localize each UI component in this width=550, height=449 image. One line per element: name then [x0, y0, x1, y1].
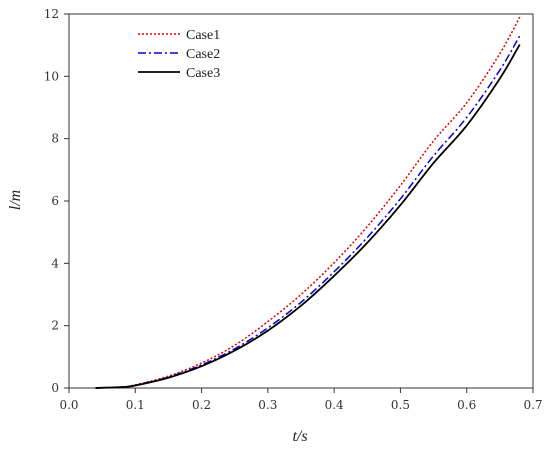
plot-area — [68, 13, 534, 389]
x-tick-label: 0.2 — [192, 398, 211, 412]
y-axis-title: l/m — [7, 190, 24, 210]
x-tick-label: 0.6 — [457, 398, 476, 412]
x-tick-label: 0.0 — [59, 398, 78, 412]
x-axis-title: t/s — [292, 428, 307, 445]
series-layer — [95, 16, 521, 389]
x-tick-label: 0.1 — [126, 398, 145, 412]
x-tick-label: 0.4 — [325, 398, 344, 412]
legend: Case1 Case2 Case3 — [138, 28, 220, 81]
y-tick-label: 0 — [51, 381, 59, 395]
x-tick-label: 0.3 — [258, 398, 277, 412]
y-tick-label: 2 — [51, 319, 59, 333]
legend-label-case2: Case2 — [186, 47, 220, 62]
y-tick-label: 8 — [51, 132, 59, 146]
x-axis: 0.0 0.1 0.2 0.3 0.4 0.5 0.6 0.7 — [59, 388, 543, 412]
legend-label-case3: Case3 — [186, 66, 220, 81]
x-tick-label: 0.5 — [391, 398, 410, 412]
y-axis: 0 2 4 6 8 10 12 — [44, 7, 69, 395]
x-tick-label: 0.7 — [523, 398, 542, 412]
y-tick-label: 12 — [44, 7, 59, 21]
legend-label-case1: Case1 — [186, 28, 220, 43]
y-tick-label: 10 — [44, 69, 59, 83]
y-tick-label: 6 — [51, 194, 59, 208]
plot-border — [68, 13, 534, 389]
y-tick-label: 4 — [51, 256, 59, 270]
series-line-case2 — [95, 35, 521, 389]
series-line-case3 — [95, 44, 521, 389]
